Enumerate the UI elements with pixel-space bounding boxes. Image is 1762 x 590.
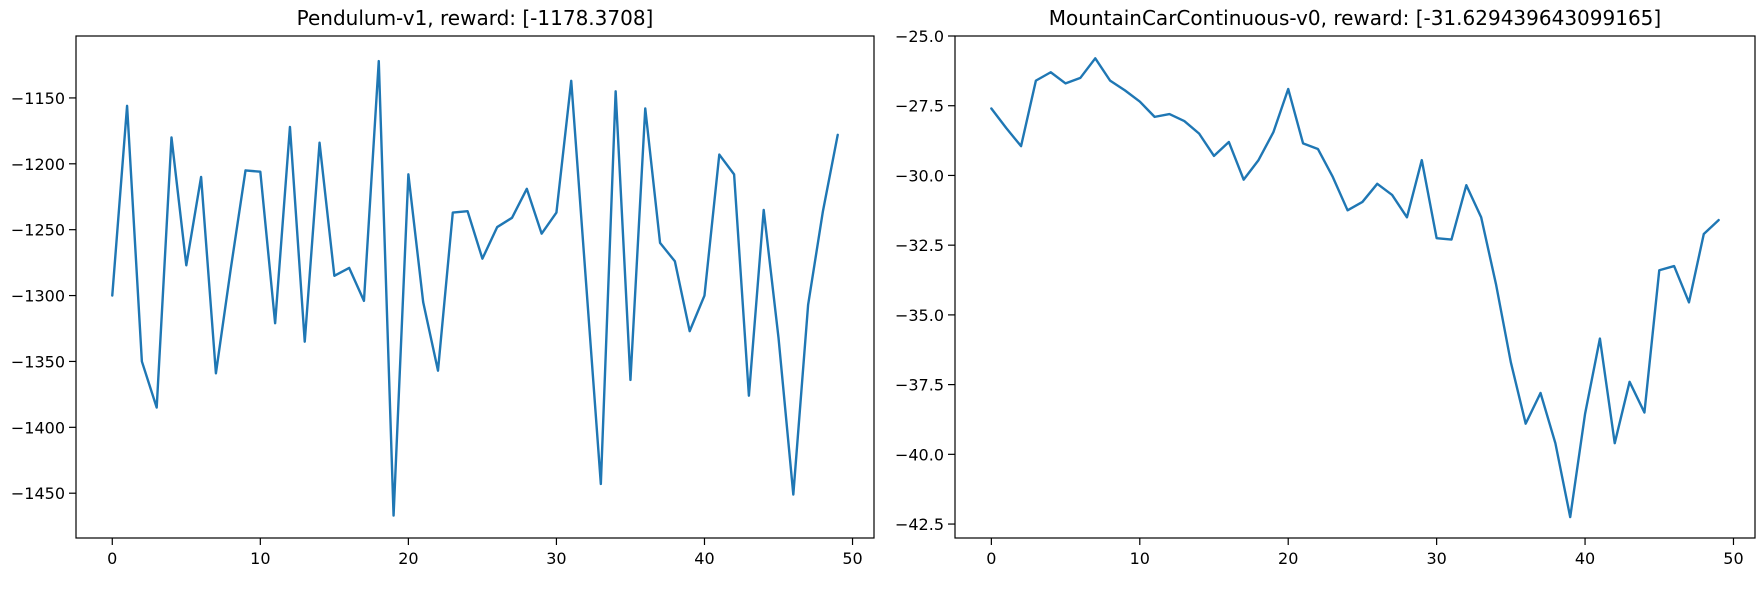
- x-tick-label: 40: [1575, 549, 1595, 568]
- y-tick-label: −32.5: [895, 236, 944, 255]
- x-tick-label: 30: [1426, 549, 1446, 568]
- y-tick-label: −1300: [11, 287, 65, 306]
- x-tick-label: 30: [546, 549, 566, 568]
- chart-title: MountainCarContinuous-v0, reward: [-31.6…: [1049, 6, 1661, 30]
- y-tick-label: −42.5: [895, 515, 944, 534]
- x-tick-label: 20: [1278, 549, 1298, 568]
- y-tick-label: −1400: [11, 418, 65, 437]
- plot-frame: [75, 35, 875, 539]
- x-tick-label: 50: [1723, 549, 1743, 568]
- chart-2: MountainCarContinuous-v0, reward: [-31.6…: [895, 6, 1756, 568]
- y-tick-label: −1200: [11, 155, 65, 174]
- x-tick-label: 0: [986, 549, 996, 568]
- y-tick-label: −1350: [11, 352, 65, 371]
- y-tick-label: −1150: [11, 89, 65, 108]
- chart-title: Pendulum-v1, reward: [-1178.3708]: [297, 6, 654, 30]
- x-tick-label: 20: [398, 549, 418, 568]
- series-line: [111, 59, 839, 517]
- chart-1: Pendulum-v1, reward: [-1178.3708] 0 10 20 30…: [11, 6, 875, 568]
- y-tick-label: −40.0: [895, 445, 944, 464]
- plot-frame: [954, 35, 1756, 539]
- y-tick-label: −27.5: [895, 97, 944, 116]
- x-tick-label: 50: [842, 549, 862, 568]
- x-tick-label: 10: [1130, 549, 1150, 568]
- y-tick-label: −30.0: [895, 166, 944, 185]
- y-tick-label: −1250: [11, 221, 65, 240]
- x-tick-label: 40: [694, 549, 714, 568]
- x-tick-label: 10: [250, 549, 270, 568]
- series-line: [990, 57, 1720, 519]
- y-tick-label: −1450: [11, 484, 65, 503]
- x-tick-label: 0: [107, 549, 117, 568]
- y-tick-label: −37.5: [895, 376, 944, 395]
- y-tick-label: −25.0: [895, 27, 944, 46]
- y-tick-label: −35.0: [895, 306, 944, 325]
